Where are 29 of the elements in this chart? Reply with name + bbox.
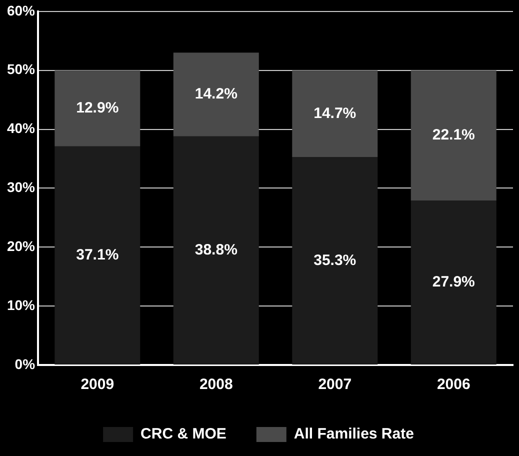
x-tick-label: 2007 xyxy=(318,376,352,394)
y-tick-label: 30% xyxy=(6,179,36,196)
data-label: 14.7% xyxy=(314,104,356,122)
bar xyxy=(410,200,496,364)
y-tick-label: 10% xyxy=(6,296,36,313)
bar xyxy=(173,136,259,364)
bar xyxy=(54,146,140,364)
bar xyxy=(410,70,496,201)
bar xyxy=(292,70,378,157)
y-tick-label: 40% xyxy=(6,120,36,136)
bar xyxy=(54,70,140,146)
y-tick-label: 60% xyxy=(6,2,36,18)
data-label: 22.1% xyxy=(432,126,475,144)
data-label: 12.9% xyxy=(76,99,119,116)
x-tick-label: 2006 xyxy=(436,376,470,394)
bar xyxy=(173,52,259,136)
data-label: 35.3% xyxy=(314,252,356,269)
x-tick-label: 2008 xyxy=(199,376,233,394)
data-label: 14.2% xyxy=(194,86,238,103)
y-tick-label: 0% xyxy=(14,356,36,372)
bar xyxy=(292,156,378,364)
x-tick-label: 2009 xyxy=(80,376,114,394)
legend-label: All Families Rate xyxy=(294,426,414,443)
y-tick-label: 50% xyxy=(6,61,36,78)
legend-label: CRC & MOE xyxy=(140,426,226,443)
data-label: 38.8% xyxy=(194,242,238,259)
y-tick-label: 20% xyxy=(6,238,36,254)
data-label: 27.9% xyxy=(432,274,475,291)
data-label: 37.1% xyxy=(76,246,119,264)
